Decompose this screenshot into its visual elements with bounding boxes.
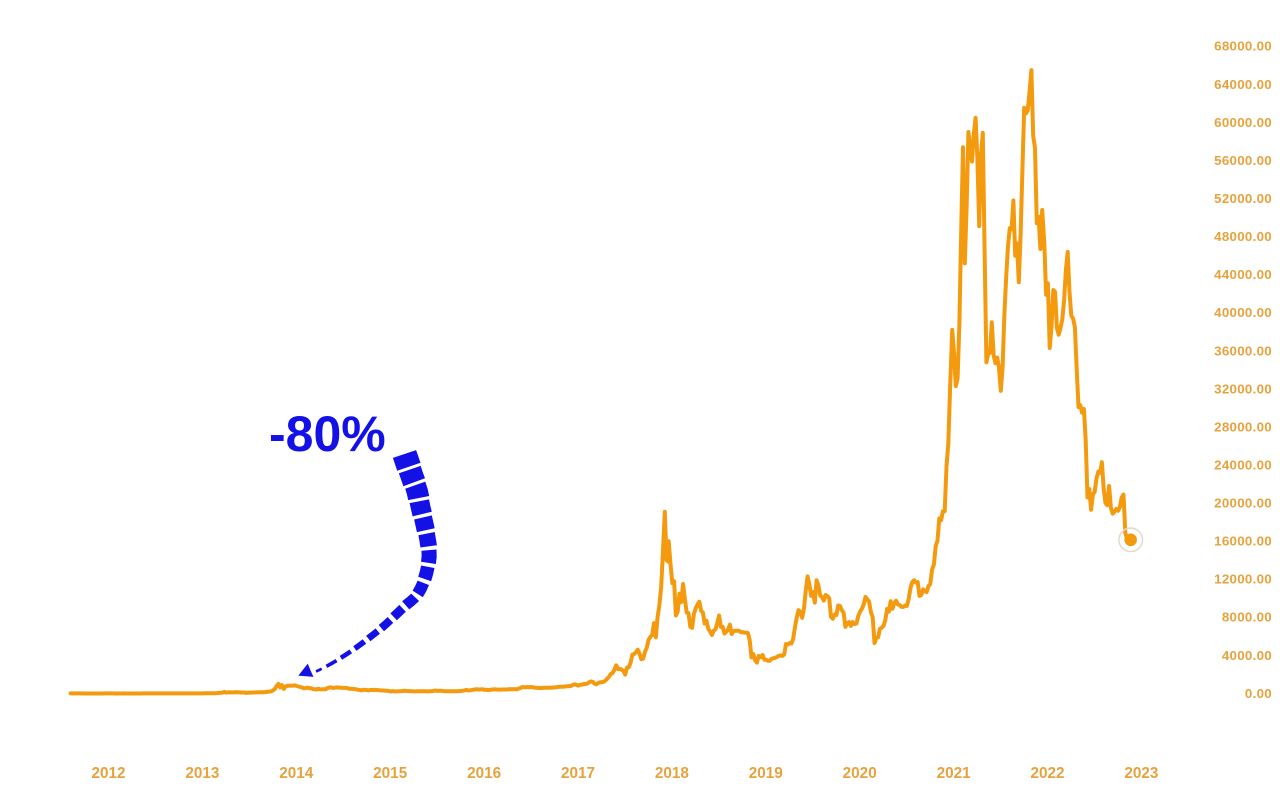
svg-text:8000.00: 8000.00 (1222, 610, 1272, 625)
svg-text:40000.00: 40000.00 (1214, 305, 1272, 320)
svg-text:52000.00: 52000.00 (1214, 191, 1272, 206)
svg-text:16000.00: 16000.00 (1214, 534, 1272, 549)
svg-text:-80%: -80% (269, 406, 386, 462)
svg-text:68000.00: 68000.00 (1214, 39, 1272, 54)
svg-text:2013: 2013 (185, 765, 219, 782)
svg-text:2021: 2021 (937, 765, 972, 782)
svg-text:64000.00: 64000.00 (1214, 77, 1272, 92)
svg-text:2016: 2016 (467, 765, 501, 782)
svg-text:2015: 2015 (373, 765, 408, 782)
svg-text:2020: 2020 (843, 765, 877, 782)
svg-text:2018: 2018 (655, 765, 690, 782)
svg-text:2023: 2023 (1124, 765, 1158, 782)
svg-text:56000.00: 56000.00 (1214, 153, 1272, 168)
svg-text:0.00: 0.00 (1245, 686, 1272, 701)
svg-text:2022: 2022 (1030, 765, 1064, 782)
svg-text:2012: 2012 (91, 765, 125, 782)
svg-text:24000.00: 24000.00 (1214, 458, 1272, 473)
svg-text:32000.00: 32000.00 (1214, 381, 1272, 396)
svg-text:12000.00: 12000.00 (1214, 572, 1272, 587)
svg-text:28000.00: 28000.00 (1214, 419, 1272, 434)
svg-text:48000.00: 48000.00 (1214, 229, 1272, 244)
svg-text:60000.00: 60000.00 (1214, 115, 1272, 130)
svg-text:4000.00: 4000.00 (1222, 648, 1272, 663)
svg-text:2019: 2019 (749, 765, 783, 782)
svg-text:20000.00: 20000.00 (1214, 496, 1272, 511)
svg-text:2017: 2017 (561, 765, 595, 782)
svg-text:44000.00: 44000.00 (1214, 267, 1272, 282)
svg-text:36000.00: 36000.00 (1214, 343, 1272, 358)
svg-text:2014: 2014 (279, 765, 314, 782)
